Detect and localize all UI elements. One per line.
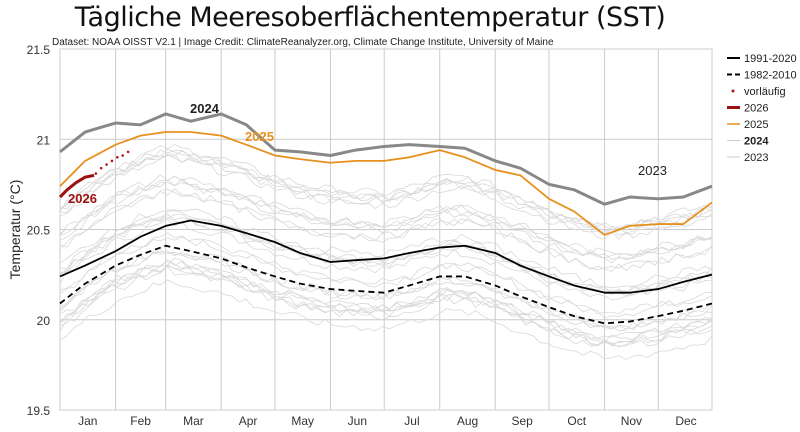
other-year-line (59, 143, 713, 228)
x-tick-label: Mar (183, 414, 204, 428)
provisional-point (126, 150, 130, 154)
provisional-point (94, 172, 98, 175)
other-year-line (59, 174, 713, 256)
other-year-line (59, 250, 713, 332)
other-year-line (59, 218, 713, 301)
other-year-line (59, 232, 713, 319)
provisional-point (110, 159, 114, 163)
other-year-line (59, 265, 713, 348)
other-year-line (59, 148, 713, 234)
other-year-line (59, 188, 713, 273)
other-year-line (59, 265, 713, 347)
x-tick-label: Oct (567, 414, 586, 428)
other-year-line (59, 249, 713, 331)
series-line-2026 (58, 173, 95, 199)
legend-item-1982-2010: 1982-2010 (744, 70, 797, 82)
other-year-line (59, 264, 713, 347)
x-tick-label: May (291, 414, 314, 428)
label-2024: 2024 (190, 101, 220, 116)
x-tick-label: Aug (457, 414, 478, 428)
legend-item-2025: 2025 (744, 119, 768, 131)
provisional-point (121, 154, 124, 157)
legend-item-2023: 2023 (744, 152, 768, 164)
other-year-line (59, 150, 713, 231)
x-tick-label: Dec (675, 414, 696, 428)
y-tick-label: 19.5 (27, 404, 51, 418)
provisional-point (116, 156, 119, 159)
provisional-point (105, 163, 108, 166)
y-axis-label: Temperatur (°C) (7, 180, 23, 280)
provisional-point (99, 166, 103, 170)
other-year-line (59, 259, 713, 344)
series-line-2025 (59, 131, 713, 236)
x-tick-label: Nov (621, 414, 642, 428)
y-tick-label: 21.5 (27, 43, 51, 57)
x-tick-label: Feb (130, 414, 151, 428)
other-year-line (59, 260, 713, 343)
label-2026: 2026 (68, 191, 97, 206)
other-year-line (59, 149, 713, 234)
x-tick-label: Jan (78, 414, 97, 428)
other-year-line (59, 179, 713, 264)
y-tick-label: 20.5 (27, 224, 51, 238)
legend-swatch (731, 89, 735, 93)
other-year-line (59, 210, 713, 295)
x-tick-label: Jun (348, 414, 367, 428)
chart-subtitle: Dataset: NOAA OISST V2.1 | Image Credit:… (52, 37, 554, 48)
legend-item-2026: 2026 (744, 103, 768, 115)
other-year-line (59, 208, 713, 289)
label-2023: 2023 (638, 163, 667, 178)
series-line-1991-2020 (59, 219, 713, 294)
series-line-1982-2010 (59, 244, 713, 325)
x-tick-label: Sep (511, 414, 533, 428)
legend-item-1991-2020: 1991-2020 (744, 53, 797, 65)
series-line-2024 (59, 112, 713, 206)
y-tick-label: 20 (37, 314, 51, 328)
other-year-line (59, 257, 713, 339)
other-year-line (59, 279, 713, 360)
other-year-line (59, 236, 713, 315)
x-tick-label: Jul (404, 414, 419, 428)
label-2025: 2025 (245, 129, 274, 144)
chart-title: Tägliche Meeresoberflächentemperatur (SS… (74, 2, 666, 33)
y-tick-label: 21 (37, 133, 51, 147)
legend-item-vorläufig: vorläufig (744, 86, 786, 98)
x-tick-label: Apr (239, 414, 258, 428)
legend-item-2024: 2024 (744, 136, 769, 148)
other-year-line (59, 217, 713, 297)
other-year-line (59, 213, 713, 296)
